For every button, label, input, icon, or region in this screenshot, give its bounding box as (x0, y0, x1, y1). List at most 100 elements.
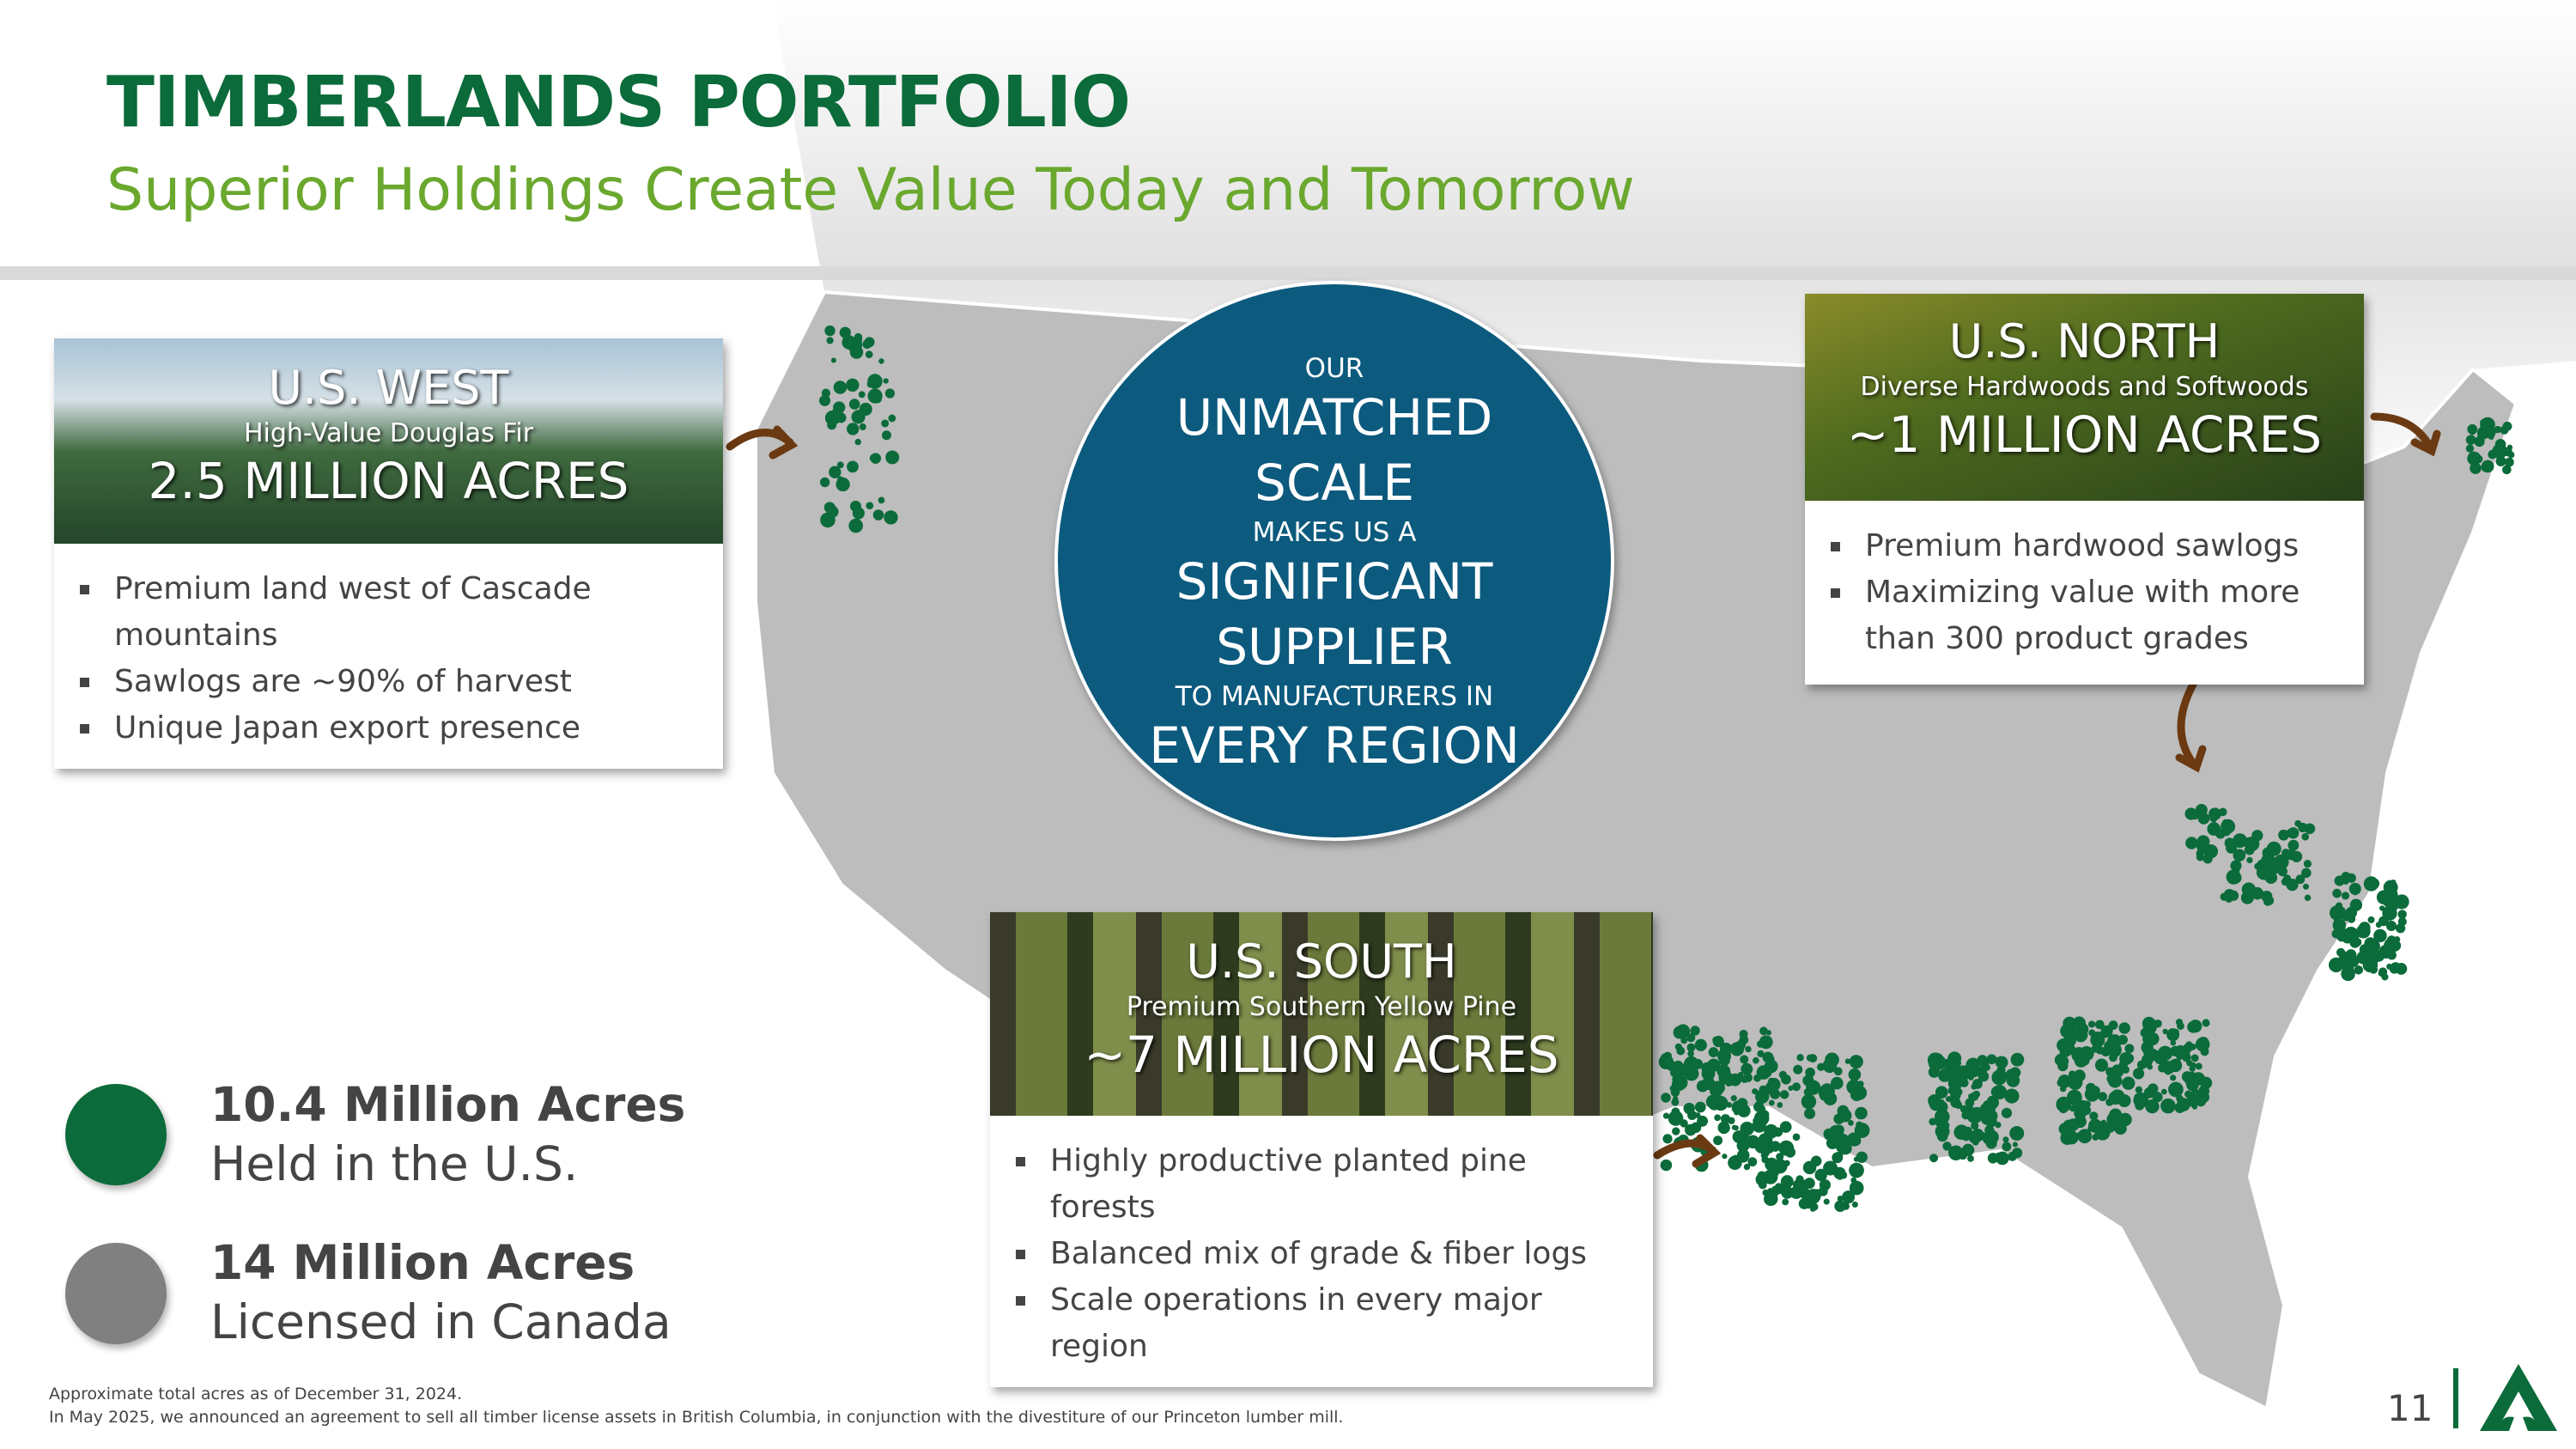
holding-mark (2187, 1020, 2200, 1033)
header-divider (0, 266, 2576, 280)
holding-mark (1716, 1049, 1732, 1063)
holding-mark (2341, 892, 2350, 900)
holding-mark (2251, 830, 2263, 842)
holding-mark (833, 381, 848, 394)
holding-mark (1735, 1162, 1741, 1168)
holding-mark (1686, 1043, 1696, 1052)
bullet: Highly productive planted pine forests (1016, 1138, 1632, 1231)
holding-mark (2057, 1078, 2066, 1087)
scale-callout: OUR UNMATCHED SCALE MAKES US A SIGNIFICA… (1054, 281, 1614, 841)
holding-mark (2231, 872, 2242, 884)
holding-mark (2146, 1032, 2160, 1046)
holding-mark (1672, 1127, 1680, 1135)
holding-mark (2134, 1093, 2145, 1104)
holding-mark (2211, 821, 2218, 828)
holding-mark (1720, 1114, 1731, 1124)
holding-mark (1951, 1053, 1959, 1061)
holding-mark (2375, 922, 2382, 928)
holding-mark (1804, 1108, 1816, 1119)
holding-mark (2302, 883, 2309, 890)
legend-dot-canada (65, 1243, 167, 1344)
holding-mark (1929, 1117, 1937, 1126)
holding-mark (2089, 1111, 2099, 1121)
region-acres: ~1 MILLION ACRES (1846, 405, 2323, 464)
holding-mark (1694, 1101, 1706, 1113)
holding-mark (1660, 1159, 1673, 1172)
holding-mark (1844, 1058, 1851, 1064)
holding-mark (1954, 1101, 1963, 1110)
holding-mark (862, 339, 872, 350)
legend-dot-us (65, 1084, 167, 1185)
bullet: Premium land west of Cascade mountains (80, 566, 702, 659)
footnote: Approximate total acres as of December 3… (49, 1385, 463, 1403)
holding-mark (1982, 1131, 1996, 1145)
holding-mark (2345, 949, 2357, 960)
holding-mark (1661, 1093, 1671, 1103)
holding-mark (1759, 1026, 1768, 1036)
holding-mark (1696, 1080, 1709, 1093)
holding-mark (1984, 1064, 1990, 1071)
forest-image: U.S. NORTH Diverse Hardwoods and Softwoo… (1805, 294, 2364, 501)
holding-mark (1972, 1079, 1983, 1089)
region-tagline: Diverse Hardwoods and Softwoods (1860, 372, 2309, 402)
holding-mark (2098, 1092, 2108, 1102)
holding-mark (2092, 1134, 2099, 1141)
holding-mark (841, 335, 857, 350)
holding-mark (1755, 1115, 1767, 1127)
holding-mark (2480, 419, 2486, 426)
holding-mark (883, 378, 889, 384)
holding-mark (1740, 1121, 1754, 1136)
holding-mark (1959, 1078, 1969, 1087)
holding-mark (1739, 1029, 1748, 1039)
holding-mark (2109, 1108, 2123, 1122)
holding-mark (1690, 1026, 1700, 1036)
footnote: In May 2025, we announced an agreement t… (49, 1408, 1344, 1427)
holding-mark (1736, 1148, 1750, 1162)
holding-mark (1848, 1068, 1862, 1081)
timberland-holdings (819, 325, 2515, 1212)
holding-mark (2285, 849, 2297, 861)
holding-mark (1856, 1151, 1868, 1163)
holding-mark (2470, 462, 2482, 474)
holding-mark (1938, 1068, 1952, 1082)
holding-mark (1729, 1042, 1745, 1056)
holding-mark (1836, 1144, 1843, 1152)
holding-mark (2004, 1088, 2020, 1104)
holding-mark (852, 507, 865, 520)
holding-mark (1823, 1198, 1830, 1205)
holding-mark (2177, 1098, 2190, 1111)
holding-mark (2244, 844, 2255, 855)
holding-mark (1674, 1065, 1686, 1078)
holding-mark (1713, 1135, 1723, 1146)
holding-mark (2328, 957, 2344, 973)
holding-mark (2136, 1060, 2147, 1070)
holding-mark (1732, 1130, 1746, 1143)
holding-mark (2330, 904, 2345, 921)
holding-mark (2385, 909, 2397, 920)
forest-image: U.S. WEST High-Value Douglas Fir 2.5 MIL… (54, 338, 723, 544)
holding-mark (2196, 853, 2205, 861)
holding-mark (865, 350, 873, 358)
holding-mark (1712, 1036, 1719, 1044)
holding-mark (1783, 1141, 1792, 1150)
holding-mark (1740, 1055, 1749, 1064)
region-card-us-north: U.S. NORTH Diverse Hardwoods and Softwoo… (1805, 294, 2364, 685)
region-name: U.S. SOUTH (1186, 935, 1457, 989)
holding-mark (2173, 1044, 2188, 1059)
holding-mark (1994, 1056, 2003, 1066)
holding-mark (1848, 1119, 1854, 1126)
holding-mark (1947, 1075, 1963, 1091)
holding-mark (1851, 1201, 1858, 1208)
bullet-list: Premium land west of Cascade mountains S… (54, 544, 723, 769)
divider (2453, 1368, 2458, 1428)
holding-mark (2342, 878, 2349, 885)
holding-mark (2087, 1020, 2096, 1028)
holding-mark (2154, 1050, 2168, 1065)
holding-mark (1793, 1064, 1803, 1075)
holding-mark (1967, 1154, 1974, 1162)
holding-mark (1662, 1112, 1670, 1119)
holding-mark (1831, 1076, 1844, 1090)
holding-mark (824, 325, 835, 337)
legend-value: 14 Million Acres (210, 1235, 635, 1290)
holding-mark (878, 496, 885, 504)
